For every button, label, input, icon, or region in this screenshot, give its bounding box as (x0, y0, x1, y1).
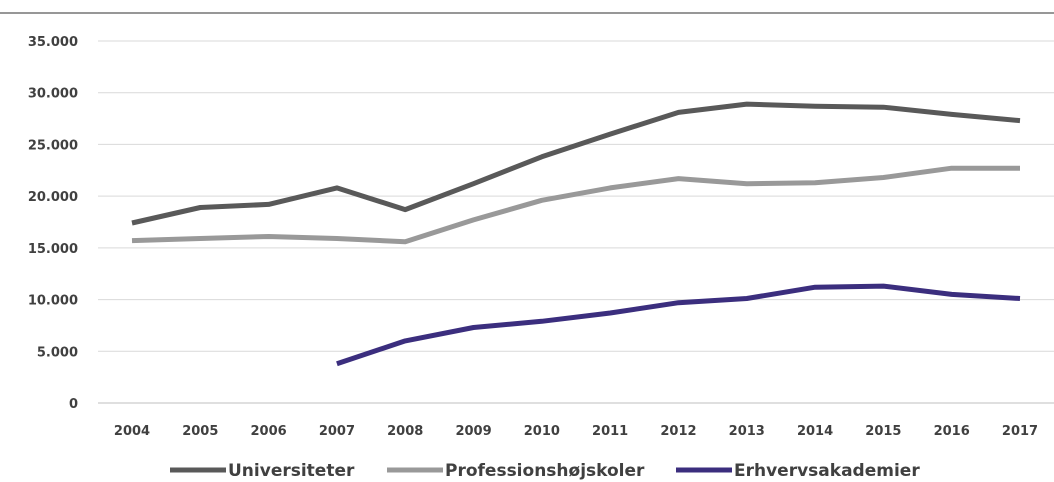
series-line-1 (131, 101, 1021, 226)
series-lines (131, 101, 1021, 367)
x-axis-ticks: 2004 2005 2006 2007 2008 2009 2010 2011 2012 2013… (114, 424, 1038, 439)
y-tick-label: 0 (69, 397, 78, 412)
gridlines (98, 40, 1054, 404)
x-tick-label: 2010 (524, 424, 560, 439)
y-axis-ticks: 0 5.000 10.000 15.000 20.000 25.000 30.000 35.0… (28, 35, 78, 412)
x-tick-label: 2009 (455, 424, 491, 439)
y-tick-label: 10.000 (28, 294, 78, 309)
y-tick-label: 15.000 (28, 242, 78, 257)
y-tick-label: 5.000 (37, 345, 78, 360)
x-tick-label: 2013 (729, 424, 765, 439)
series-line-3 (336, 283, 1021, 367)
legend-label: Erhvervsakademier (734, 461, 920, 481)
x-tick-label: 2016 (934, 424, 970, 439)
y-tick-label: 35.000 (28, 35, 78, 50)
legend-label: Universiteter (228, 461, 355, 481)
x-tick-label: 2014 (797, 424, 833, 439)
y-tick-label: 20.000 (28, 190, 78, 205)
x-tick-label: 2008 (387, 424, 423, 439)
x-tick-label: 2004 (114, 424, 150, 439)
x-tick-label: 2017 (1002, 424, 1038, 439)
x-tick-label: 2015 (865, 424, 901, 439)
x-tick-label: 2006 (251, 424, 287, 439)
legend-label: Professionshøjskoler (445, 461, 645, 481)
x-tick-label: 2011 (592, 424, 628, 439)
y-tick-label: 30.000 (28, 87, 78, 102)
x-tick-label: 2012 (660, 424, 696, 439)
legend: Universiteter Professionshøjskoler Erhverv… (170, 461, 920, 481)
series-line-2 (131, 165, 1020, 245)
y-tick-label: 25.000 (28, 138, 78, 153)
x-tick-label: 2007 (319, 424, 355, 439)
x-tick-label: 2005 (182, 424, 218, 439)
